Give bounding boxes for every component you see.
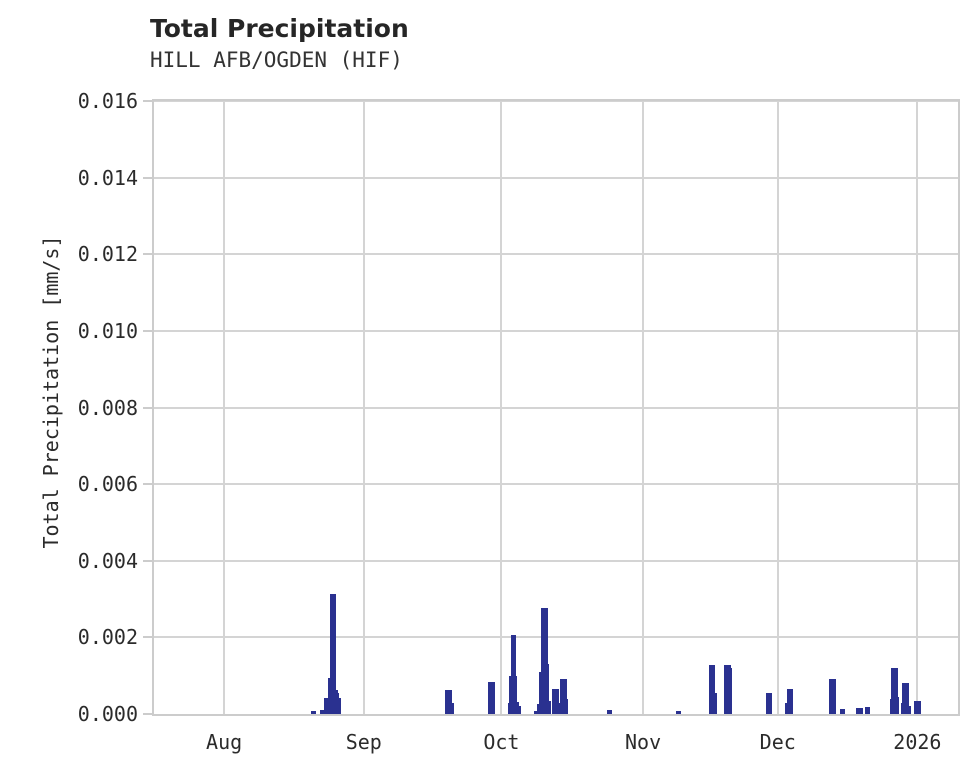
- bar: [894, 696, 900, 714]
- bar: [510, 635, 516, 714]
- y-tick-label: 0.012: [77, 242, 138, 267]
- plot-area: [152, 99, 960, 716]
- gridline-vertical: [776, 101, 779, 714]
- y-tick-mark: [143, 713, 152, 715]
- bar: [767, 692, 773, 714]
- gridline-horizontal: [154, 483, 958, 486]
- gridline-horizontal: [154, 559, 958, 562]
- gridline-horizontal: [154, 406, 958, 409]
- bar: [710, 664, 716, 714]
- bar: [606, 710, 612, 714]
- x-tick-label: Sep: [345, 730, 382, 754]
- bar: [534, 710, 540, 714]
- bar: [830, 678, 836, 714]
- gridline-vertical: [223, 101, 226, 714]
- bar: [892, 668, 898, 714]
- gridline-vertical: [642, 101, 645, 714]
- x-tick-label: 2026: [893, 730, 942, 754]
- y-tick-mark: [143, 636, 152, 639]
- bar: [555, 703, 561, 714]
- y-tick-mark: [143, 176, 152, 179]
- bar: [675, 710, 681, 714]
- title-block: Total Precipitation HILL AFB/OGDEN (HIF): [150, 14, 850, 74]
- y-tick-label: 0.000: [77, 702, 138, 726]
- y-tick-label: 0.008: [77, 395, 138, 420]
- bar: [553, 689, 559, 714]
- gridline-horizontal: [154, 253, 958, 256]
- bar: [490, 681, 496, 714]
- y-tick-label: 0.006: [77, 472, 138, 497]
- bar: [331, 594, 337, 714]
- bar: [544, 663, 550, 714]
- bar: [515, 705, 521, 714]
- bar: [865, 707, 871, 714]
- bar: [563, 698, 569, 714]
- bar: [446, 689, 452, 714]
- y-tick-mark: [143, 559, 152, 562]
- y-tick-label: 0.010: [77, 318, 138, 343]
- page-title: Total Precipitation: [150, 14, 409, 43]
- gridline-vertical: [916, 101, 919, 714]
- y-tick-mark: [143, 329, 152, 332]
- y-tick-mark: [143, 100, 152, 102]
- bar: [448, 702, 454, 714]
- plot-inner: [154, 101, 958, 714]
- bar: [319, 710, 325, 714]
- bar: [916, 700, 922, 714]
- bar: [905, 705, 911, 714]
- bar: [727, 668, 733, 714]
- x-tick-label: Dec: [759, 730, 796, 754]
- chart-subtitle: HILL AFB/OGDEN (HIF): [150, 48, 403, 72]
- bar: [788, 689, 794, 714]
- gridline-horizontal: [154, 636, 958, 639]
- y-tick-mark: [143, 253, 152, 256]
- gridline-horizontal: [154, 329, 958, 332]
- y-tick-label: 0.014: [77, 165, 138, 190]
- x-tick-label: Oct: [483, 730, 520, 754]
- gridline-horizontal: [154, 176, 958, 179]
- gridline-vertical: [500, 101, 503, 714]
- bar: [711, 692, 717, 714]
- y-tick-mark: [143, 483, 152, 486]
- x-tick-label: Aug: [206, 730, 243, 754]
- bar: [546, 700, 552, 714]
- y-tick-mark: [143, 406, 152, 409]
- gridline-horizontal: [154, 101, 958, 102]
- bar: [858, 707, 864, 714]
- y-tick-label: 0.004: [77, 548, 138, 573]
- y-tick-label: 0.002: [77, 625, 138, 650]
- bar: [839, 709, 845, 714]
- x-tick-label: Nov: [625, 730, 662, 754]
- bar: [512, 675, 518, 714]
- bar: [542, 608, 548, 714]
- bar: [904, 682, 910, 714]
- y-tick-label: 0.016: [77, 89, 138, 113]
- bar: [336, 697, 342, 714]
- bar: [310, 710, 316, 714]
- bar: [561, 678, 567, 714]
- gridline-vertical: [362, 101, 365, 714]
